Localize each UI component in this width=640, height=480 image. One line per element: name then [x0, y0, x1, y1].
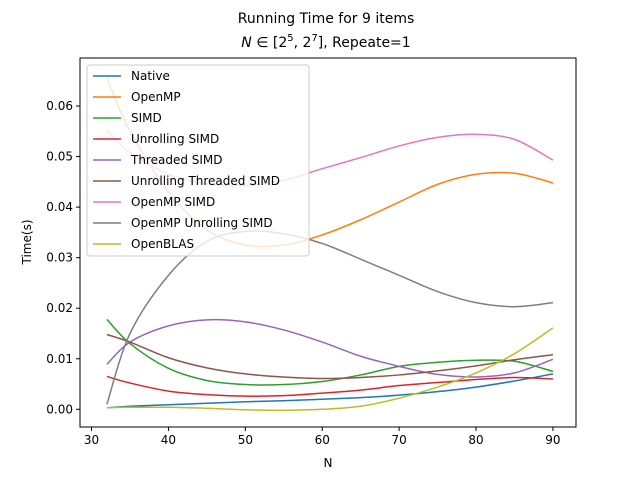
legend-label-threaded-simd: Threaded SIMD	[130, 153, 223, 167]
x-tick-label: 40	[161, 433, 176, 447]
y-tick-label: 0.05	[46, 150, 73, 164]
x-axis-ticks: 30 40 50 60 70 80 90	[84, 427, 561, 447]
series-line-openblas	[106, 327, 554, 412]
x-axis-title: N	[324, 456, 333, 470]
x-tick-label: 30	[84, 433, 99, 447]
y-tick-label: 0.03	[46, 251, 73, 265]
y-tick-label: 0.02	[46, 301, 73, 315]
chart-title: Running Time for 9 items	[238, 11, 415, 27]
legend-label-unrolling-threaded-simd: Unrolling Threaded SIMD	[131, 174, 280, 188]
y-axis-ticks: 0.00 0.01 0.02 0.03 0.04 0.05 0.06	[46, 99, 80, 416]
legend-label-native: Native	[131, 69, 170, 83]
y-axis-title: Time(s)	[20, 220, 34, 266]
legend: Native OpenMP SIMD Unrolling SIMD Threaded S…	[86, 64, 310, 257]
y-tick-label: 0.01	[46, 352, 73, 366]
chart-subtitle: N ∈ [25, 27], Repeate=1	[241, 33, 410, 51]
y-tick-label: 0.06	[46, 99, 73, 113]
series-line-threaded-simd	[106, 318, 554, 378]
legend-box	[86, 64, 310, 257]
y-tick-label: 0.04	[46, 200, 73, 214]
legend-label-openblas: OpenBLAS	[131, 237, 194, 251]
x-tick-label: 50	[238, 433, 253, 447]
series-line-unrolling-threaded-simd	[106, 333, 554, 380]
series-line-unrolling-simd	[106, 375, 553, 397]
x-tick-label: 80	[468, 433, 483, 447]
series-line-openmp-unrolling-simd	[106, 230, 554, 405]
series-line-simd	[106, 318, 554, 386]
legend-items: Native OpenMP SIMD Unrolling SIMD Threaded S…	[93, 69, 280, 251]
y-tick-label: 0.00	[46, 402, 73, 416]
legend-label-openmp-simd: OpenMP SIMD	[131, 195, 215, 209]
legend-label-openmp-unrolling-simd: OpenMP Unrolling SIMD	[131, 216, 273, 230]
x-tick-label: 70	[391, 433, 406, 447]
plot-frame	[79, 57, 577, 428]
x-tick-label: 90	[545, 433, 560, 447]
x-tick-label: 60	[315, 433, 330, 447]
legend-label-unrolling-simd: Unrolling SIMD	[131, 132, 219, 146]
legend-label-openmp: OpenMP	[131, 90, 181, 104]
legend-label-simd: SIMD	[131, 111, 162, 125]
series-line-native	[106, 373, 554, 409]
